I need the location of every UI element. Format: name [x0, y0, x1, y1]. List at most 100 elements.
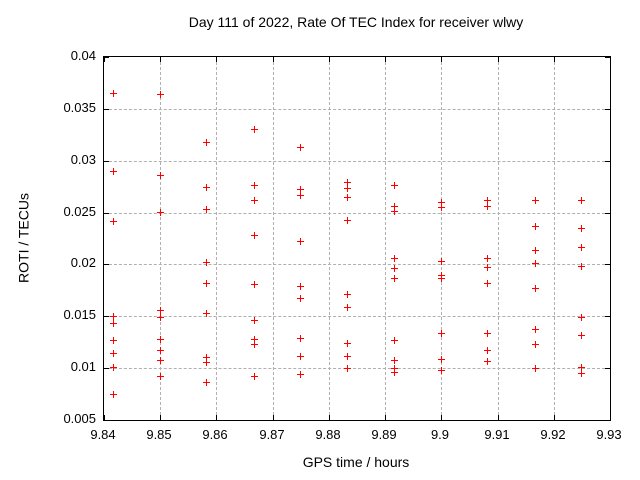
data-point-marker	[532, 285, 539, 292]
x-tick-label: 9.84	[90, 427, 116, 442]
data-point-marker	[297, 238, 304, 245]
data-point-marker	[110, 320, 117, 327]
data-point-marker	[297, 283, 304, 290]
x-gridline	[441, 57, 442, 420]
data-point-marker	[344, 340, 351, 347]
x-tick-top	[441, 57, 442, 62]
y-gridline	[104, 109, 610, 110]
x-gridline	[329, 57, 330, 420]
data-point-marker	[484, 330, 491, 337]
x-tick-top	[329, 57, 330, 62]
data-point-marker	[203, 139, 210, 146]
x-tick-label: 9.92	[540, 427, 566, 442]
data-point-marker	[484, 280, 491, 287]
data-point-marker	[532, 365, 539, 372]
data-point-marker	[251, 317, 258, 324]
data-point-marker	[578, 314, 585, 321]
data-point-marker	[344, 365, 351, 372]
y-tick-label: 0.015	[63, 307, 96, 322]
data-point-marker	[110, 90, 117, 97]
data-point-marker	[297, 192, 304, 199]
data-point-marker	[578, 197, 585, 204]
data-point-marker	[484, 255, 491, 262]
plot-area	[103, 56, 611, 421]
data-point-marker	[203, 206, 210, 213]
data-point-marker	[391, 275, 398, 282]
data-point-marker	[297, 371, 304, 378]
y-tick-left	[104, 420, 109, 421]
y-tick-right	[605, 109, 610, 110]
data-point-marker	[578, 225, 585, 232]
y-axis-label: ROTI / TECUs	[15, 193, 32, 283]
data-point-marker	[110, 350, 117, 357]
y-tick-left	[104, 264, 109, 265]
y-tick-right	[605, 316, 610, 317]
y-tick-label: 0.035	[63, 100, 96, 115]
data-point-marker	[391, 365, 398, 372]
y-tick-right	[605, 420, 610, 421]
y-gridline	[104, 264, 610, 265]
data-point-marker	[484, 358, 491, 365]
data-point-marker	[251, 341, 258, 348]
x-tick-label: 9.9	[430, 427, 450, 442]
data-point-marker	[157, 209, 164, 216]
y-tick-left	[104, 316, 109, 317]
data-point-marker	[297, 186, 304, 193]
data-point-marker	[578, 244, 585, 251]
x-gridline	[385, 57, 386, 420]
x-tick-bottom	[610, 415, 611, 420]
x-tick-top	[273, 57, 274, 62]
data-point-marker	[578, 370, 585, 377]
data-point-marker	[251, 336, 258, 343]
data-point-marker	[344, 217, 351, 224]
y-tick-label: 0.04	[70, 48, 96, 63]
x-gridline	[216, 57, 217, 420]
x-tick-top	[498, 57, 499, 62]
data-point-marker	[203, 280, 210, 287]
data-point-marker	[532, 247, 539, 254]
x-gridline	[554, 57, 555, 420]
data-point-marker	[344, 353, 351, 360]
data-point-marker	[251, 281, 258, 288]
data-point-marker	[578, 263, 585, 270]
x-tick-bottom	[329, 415, 330, 420]
chart-title: Day 111 of 2022, Rate Of TEC Index for r…	[188, 14, 524, 30]
x-tick-bottom	[273, 415, 274, 420]
data-point-marker	[578, 332, 585, 339]
x-tick-top	[610, 57, 611, 62]
data-point-marker	[157, 91, 164, 98]
x-tick-bottom	[160, 415, 161, 420]
x-tick-top	[160, 57, 161, 62]
y-tick-right	[605, 161, 610, 162]
data-point-marker	[251, 182, 258, 189]
data-point-marker	[344, 291, 351, 298]
data-point-marker	[438, 367, 445, 374]
x-tick-bottom	[385, 415, 386, 420]
data-point-marker	[251, 126, 258, 133]
data-point-marker	[391, 369, 398, 376]
y-tick-right	[605, 368, 610, 369]
data-point-marker	[203, 379, 210, 386]
y-gridline	[104, 368, 610, 369]
data-point-marker	[438, 258, 445, 265]
data-point-marker	[110, 218, 117, 225]
data-point-marker	[344, 179, 351, 186]
data-point-marker	[297, 144, 304, 151]
x-axis-label: GPS time / hours	[302, 454, 410, 470]
x-tick-label: 9.93	[596, 427, 622, 442]
data-point-marker	[157, 373, 164, 380]
x-tick-label: 9.87	[259, 427, 285, 442]
data-point-marker	[203, 259, 210, 266]
y-gridline	[104, 316, 610, 317]
data-point-marker	[484, 264, 491, 271]
data-point-marker	[157, 172, 164, 179]
data-point-marker	[157, 307, 164, 314]
x-tick-bottom	[554, 415, 555, 420]
y-tick-label: 0.025	[63, 204, 96, 219]
x-tick-bottom	[441, 415, 442, 420]
data-point-marker	[157, 357, 164, 364]
x-tick-bottom	[498, 415, 499, 420]
data-point-marker	[251, 232, 258, 239]
data-point-marker	[297, 335, 304, 342]
